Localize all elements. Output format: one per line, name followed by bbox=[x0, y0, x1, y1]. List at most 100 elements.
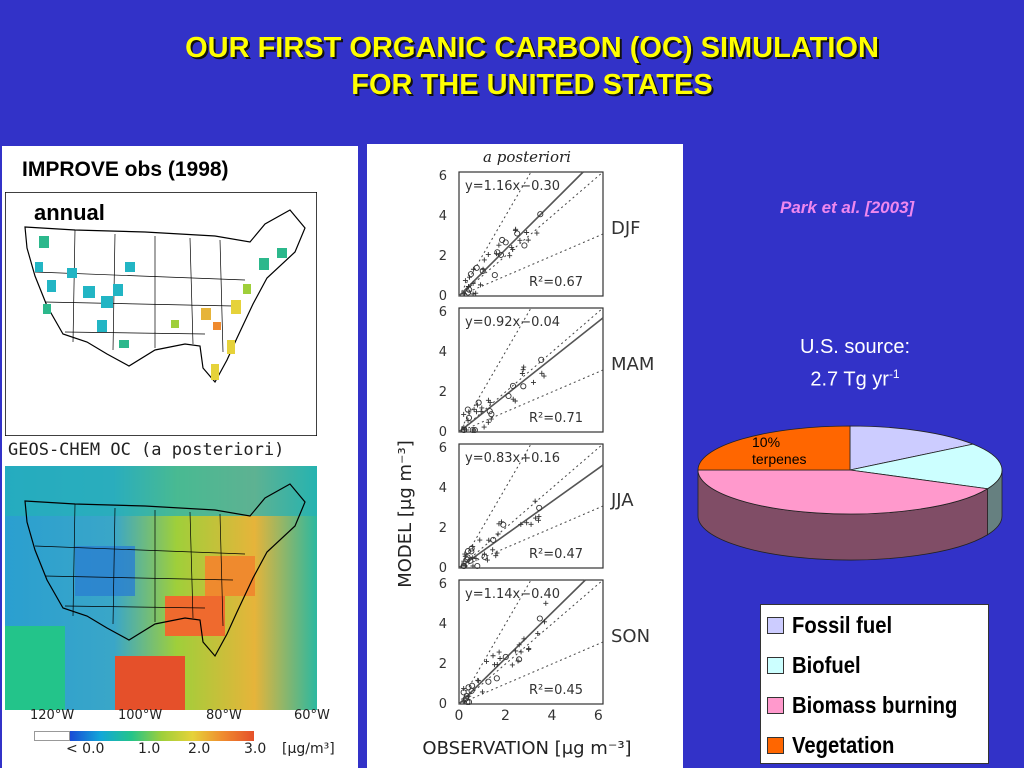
data-point bbox=[491, 272, 498, 279]
legend-swatch bbox=[767, 696, 784, 714]
data-point bbox=[525, 237, 531, 243]
y-tick-label: 0 bbox=[439, 561, 447, 576]
data-point bbox=[470, 266, 476, 272]
data-point bbox=[479, 405, 485, 411]
one-to-one-line bbox=[458, 171, 604, 297]
data-point bbox=[495, 531, 501, 537]
y-tick-label: 6 bbox=[439, 305, 447, 320]
data-point bbox=[461, 686, 467, 692]
lon-label: 100°W bbox=[118, 708, 163, 723]
scatter-figure: a posteriori MODEL [μg m⁻³] OBSERVATION … bbox=[395, 148, 654, 759]
data-point bbox=[475, 399, 482, 406]
data-point bbox=[488, 411, 495, 418]
subplot-r2: R²=0.67 bbox=[529, 275, 583, 290]
legend-label: Fossil fuel bbox=[792, 611, 893, 638]
data-point bbox=[473, 409, 479, 415]
data-point bbox=[502, 239, 509, 246]
y-tick-label: 2 bbox=[439, 249, 447, 264]
data-point bbox=[520, 367, 526, 373]
data-point bbox=[533, 515, 539, 521]
data-point bbox=[484, 658, 490, 664]
data-point bbox=[478, 409, 484, 415]
data-point bbox=[461, 291, 467, 297]
data-point bbox=[473, 264, 480, 271]
regression-line bbox=[458, 171, 584, 297]
data-point bbox=[490, 536, 497, 543]
data-point bbox=[481, 257, 487, 263]
data-point bbox=[467, 271, 474, 278]
data-point bbox=[460, 689, 467, 696]
data-point bbox=[479, 689, 485, 695]
data-point bbox=[490, 653, 496, 659]
subplot-r2: R²=0.45 bbox=[529, 683, 583, 698]
data-point bbox=[463, 692, 470, 700]
lon-label: 60°W bbox=[294, 708, 330, 723]
title-line-2: FOR THE UNITED STATES bbox=[351, 69, 713, 101]
colorbar-unit: [μg/m³] bbox=[282, 741, 335, 757]
data-point bbox=[532, 498, 538, 504]
legend-item: Vegetation bbox=[767, 725, 988, 765]
y-tick-label: 4 bbox=[439, 617, 447, 632]
subplot-season: DJF bbox=[611, 218, 641, 239]
data-point bbox=[462, 278, 468, 284]
data-point bbox=[537, 211, 544, 218]
data-point bbox=[464, 289, 472, 296]
legend-label: Biofuel bbox=[792, 651, 861, 678]
y-tick-label: 4 bbox=[439, 209, 447, 224]
y-tick-label: 2 bbox=[439, 657, 447, 672]
legend-swatch bbox=[767, 656, 784, 674]
y-tick-label: 4 bbox=[439, 481, 447, 496]
regression-line bbox=[458, 317, 604, 433]
data-point bbox=[510, 246, 516, 252]
factor-two-line bbox=[458, 171, 532, 297]
data-point bbox=[470, 280, 476, 286]
data-point bbox=[485, 419, 491, 425]
data-point bbox=[513, 648, 519, 654]
y-tick-label: 6 bbox=[439, 169, 447, 184]
data-point bbox=[461, 424, 467, 430]
source-value: 2.7 Tg yr bbox=[810, 368, 889, 391]
x-tick-label: 0 bbox=[455, 708, 464, 724]
data-point bbox=[524, 230, 530, 236]
data-point bbox=[512, 398, 518, 404]
legend-item: Biofuel bbox=[767, 645, 988, 685]
y-tick-label: 6 bbox=[439, 577, 447, 592]
data-point bbox=[481, 424, 487, 430]
y-tick-label: 6 bbox=[439, 441, 447, 456]
data-point bbox=[481, 553, 488, 560]
data-point bbox=[477, 282, 483, 288]
regression-line bbox=[458, 464, 604, 569]
factor-half-line bbox=[458, 641, 604, 705]
x-tick-label: 6 bbox=[594, 708, 603, 724]
data-point bbox=[494, 662, 500, 668]
data-point bbox=[470, 544, 476, 550]
data-point bbox=[530, 379, 536, 385]
factor-two-line bbox=[458, 443, 532, 569]
pie-legend: Fossil fuel Biofuel Biomass burning Vege… bbox=[760, 604, 989, 764]
data-point bbox=[473, 556, 479, 562]
improve-obs-map bbox=[5, 192, 317, 436]
data-point bbox=[521, 364, 527, 370]
data-point bbox=[513, 226, 519, 232]
data-point bbox=[465, 684, 472, 691]
factor-two-line bbox=[458, 307, 532, 433]
pie-label-pct: 10% bbox=[752, 434, 781, 450]
data-point bbox=[514, 230, 521, 237]
data-point bbox=[485, 678, 492, 685]
data-point bbox=[466, 286, 473, 293]
colorbar-under bbox=[34, 731, 70, 741]
y-tick-label: 2 bbox=[439, 385, 447, 400]
data-point bbox=[477, 537, 483, 543]
obs-heading: IMPROVE obs (1998) bbox=[22, 158, 229, 181]
one-to-one-line bbox=[458, 579, 604, 705]
data-point bbox=[499, 519, 505, 525]
legend-swatch bbox=[767, 736, 784, 754]
data-point bbox=[543, 600, 549, 606]
data-point bbox=[465, 283, 471, 289]
legend-item: Fossil fuel bbox=[767, 605, 988, 645]
data-point bbox=[474, 562, 481, 570]
data-point bbox=[535, 631, 541, 637]
pie-label-name: terpenes bbox=[752, 451, 807, 467]
data-point bbox=[521, 242, 528, 249]
data-point bbox=[484, 557, 490, 563]
